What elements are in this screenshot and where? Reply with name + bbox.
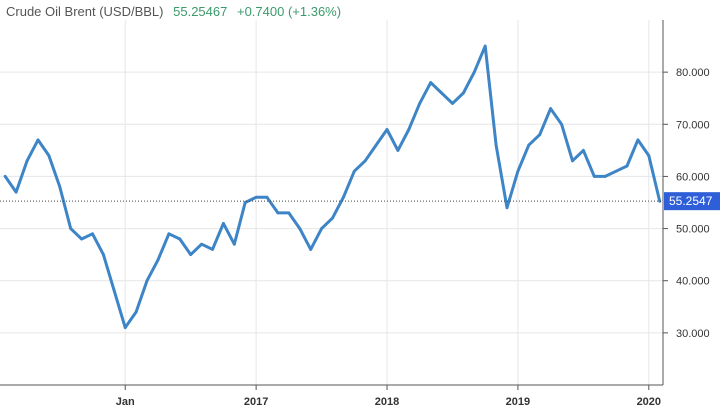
y-tick-label: 30.000 bbox=[676, 328, 710, 340]
data-point bbox=[112, 289, 116, 293]
data-point bbox=[560, 122, 563, 126]
data-point bbox=[538, 133, 542, 137]
y-tick-label: 70.000 bbox=[676, 119, 710, 131]
data-point bbox=[189, 253, 193, 257]
last-price: 55.25467 bbox=[173, 4, 228, 19]
data-point bbox=[451, 102, 454, 105]
data-point bbox=[167, 232, 171, 236]
chart-header: Crude Oil Brent (USD/BBL) 55.25467 +0.74… bbox=[6, 4, 341, 19]
data-point bbox=[232, 242, 236, 246]
last-value-label: 55.2547 bbox=[669, 194, 713, 208]
data-point bbox=[571, 159, 574, 163]
y-tick-label: 50.000 bbox=[676, 224, 710, 236]
chart-title: Crude Oil Brent (USD/BBL) bbox=[6, 4, 164, 19]
x-tick-label: 2020 bbox=[637, 396, 661, 408]
grid-lines bbox=[0, 20, 663, 385]
data-point bbox=[374, 143, 378, 147]
data-point bbox=[298, 227, 302, 230]
data-point bbox=[102, 253, 105, 257]
x-tick-label: Jan bbox=[116, 396, 135, 408]
data-point bbox=[14, 190, 18, 194]
data-point bbox=[396, 148, 400, 152]
axes bbox=[0, 20, 668, 390]
data-point bbox=[331, 216, 334, 220]
y-tick-label: 40.000 bbox=[676, 276, 710, 288]
data-point bbox=[352, 169, 356, 173]
data-point bbox=[429, 81, 433, 84]
data-point bbox=[527, 143, 531, 147]
data-point bbox=[287, 211, 291, 215]
data-point bbox=[516, 169, 520, 173]
data-point bbox=[418, 102, 422, 105]
data-point bbox=[156, 258, 160, 262]
data-point bbox=[636, 138, 640, 142]
data-point bbox=[658, 199, 662, 203]
data-point bbox=[145, 279, 149, 283]
data-point bbox=[178, 237, 182, 241]
data-point bbox=[647, 154, 651, 157]
data-point bbox=[494, 143, 498, 147]
data-point bbox=[80, 237, 83, 241]
x-tick-label: 2017 bbox=[244, 396, 268, 408]
data-point bbox=[341, 195, 345, 199]
x-tick-label: 2019 bbox=[506, 396, 530, 408]
data-point bbox=[385, 128, 389, 131]
y-tick-label: 80.000 bbox=[676, 67, 710, 79]
data-point bbox=[254, 195, 258, 199]
data-point bbox=[69, 227, 73, 230]
price-change: +0.7400 (+1.36%) bbox=[236, 4, 342, 19]
data-point bbox=[320, 227, 323, 230]
data-point bbox=[309, 248, 313, 251]
data-point bbox=[407, 128, 411, 131]
tick-labels: 30.000 40.000 50.000 60.000 70.000 80.000 Jan 2… bbox=[116, 67, 710, 408]
data-point bbox=[91, 232, 94, 236]
price-line bbox=[3, 44, 662, 330]
data-point bbox=[58, 185, 62, 189]
data-point bbox=[440, 91, 443, 95]
data-point bbox=[625, 164, 629, 168]
data-point bbox=[134, 310, 138, 314]
data-point bbox=[276, 211, 280, 215]
series-layer bbox=[3, 44, 662, 330]
data-point bbox=[243, 201, 247, 204]
data-point bbox=[592, 175, 596, 178]
last-value-layer: 55.2547 bbox=[0, 192, 720, 211]
x-tick-label: 2018 bbox=[375, 396, 399, 408]
data-point bbox=[603, 175, 607, 178]
last-value-badge bbox=[664, 192, 720, 211]
data-point bbox=[461, 91, 465, 95]
data-point bbox=[549, 107, 553, 111]
data-point bbox=[614, 169, 618, 173]
data-point bbox=[200, 242, 203, 246]
data-point bbox=[472, 70, 476, 74]
data-point bbox=[265, 195, 269, 199]
data-point bbox=[363, 159, 367, 163]
data-point bbox=[25, 159, 29, 163]
data-point bbox=[483, 44, 487, 48]
data-point bbox=[47, 154, 51, 157]
data-point bbox=[3, 175, 7, 178]
data-point bbox=[581, 148, 585, 152]
data-point bbox=[36, 138, 40, 142]
data-point bbox=[221, 221, 225, 225]
data-point bbox=[211, 248, 214, 251]
y-tick-label: 60.000 bbox=[676, 171, 710, 183]
data-point bbox=[123, 326, 127, 330]
data-point bbox=[505, 206, 509, 210]
